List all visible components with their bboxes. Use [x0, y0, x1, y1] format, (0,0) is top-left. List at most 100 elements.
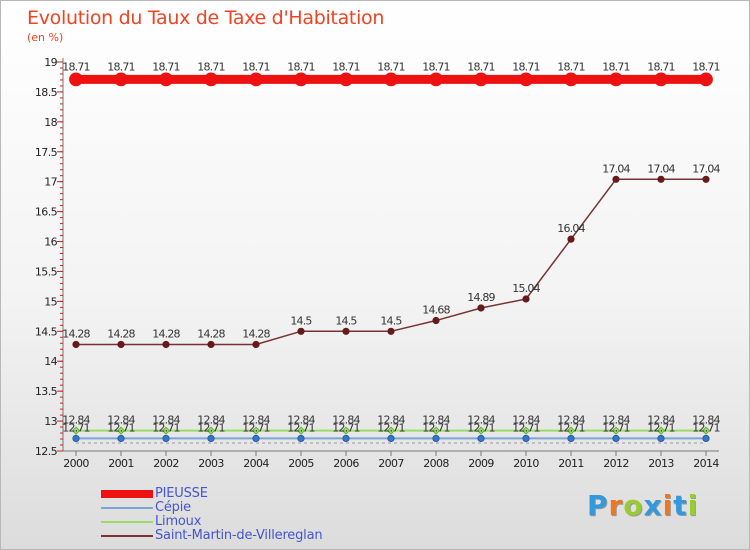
data-label: 14.5 [380, 314, 402, 327]
data-point [432, 434, 440, 443]
x-tick-label: 2013 [648, 457, 674, 470]
data-point [341, 426, 351, 435]
logo-letter: t [673, 489, 688, 522]
data-point [567, 434, 575, 443]
data-point [207, 434, 215, 443]
data-point [207, 340, 215, 349]
data-label: 18.71 [557, 60, 585, 73]
data-point [386, 426, 396, 435]
legend-label: Limoux [155, 514, 202, 529]
data-point [657, 175, 665, 183]
data-point [206, 426, 216, 435]
data-point [251, 426, 261, 435]
data-label: 14.5 [290, 314, 312, 327]
data-label: 14.28 [152, 327, 180, 340]
data-label: 12.84 [197, 414, 225, 427]
data-label: 14.89 [467, 291, 495, 304]
data-point [297, 327, 305, 335]
data-point [702, 434, 710, 443]
x-tick-label: 2003 [198, 457, 224, 470]
data-label: 18.71 [62, 60, 90, 73]
data-label: 12.71 [287, 421, 315, 434]
data-label: 12.71 [377, 421, 405, 434]
y-axis-ticks: 12.5 13 13.5 14 14.5 15 15.5 16 16.5 17 17.5 18 18.5… [35, 56, 63, 458]
data-label: 18.71 [512, 60, 540, 73]
data-point [612, 434, 620, 443]
data-point [117, 340, 125, 349]
data-point [342, 327, 350, 335]
legend-swatch [101, 490, 153, 498]
data-point [474, 72, 488, 87]
data-point [702, 175, 710, 183]
data-label: 18.71 [242, 60, 270, 73]
data-label: 12.71 [422, 421, 450, 434]
x-tick-label: 2010 [513, 457, 539, 470]
x-tick-label: 2009 [468, 457, 494, 470]
legend-swatch [101, 507, 153, 509]
data-point [612, 175, 620, 183]
data-label: 14.28 [62, 327, 90, 340]
chart-axes [62, 58, 719, 452]
data-label: 12.84 [602, 414, 630, 427]
x-tick-label: 2002 [153, 457, 179, 470]
y-tick-label: 14 [44, 355, 57, 368]
data-point [519, 72, 533, 87]
x-axis-ticks: 2000 2001 2002 2003 2004 2005 2006 2007 2008 2009… [63, 451, 720, 470]
data-label: 12.71 [467, 421, 495, 434]
data-point [609, 72, 623, 87]
data-label: 18.71 [647, 60, 675, 73]
legend-label: Cépie [155, 500, 191, 515]
data-point [567, 235, 575, 243]
data-point [162, 340, 170, 349]
legend-label: Saint-Martin-de-Villereglan [155, 528, 323, 543]
data-point [339, 72, 353, 87]
data-label: 18.71 [332, 60, 360, 73]
data-label: 12.71 [197, 421, 225, 434]
data-point [384, 72, 398, 87]
data-label: 12.84 [512, 414, 540, 427]
series-lines [69, 72, 713, 443]
data-point [611, 426, 621, 435]
y-tick-label: 15 [44, 295, 57, 308]
data-label: 12.84 [377, 414, 405, 427]
x-tick-label: 2005 [288, 457, 314, 470]
data-point [522, 295, 530, 303]
x-tick-label: 2014 [693, 457, 719, 470]
y-tick-label: 13.5 [35, 385, 58, 398]
data-label: 18.71 [467, 60, 495, 73]
y-tick-label: 14.5 [35, 325, 58, 338]
data-point [72, 340, 80, 349]
data-label: 12.84 [287, 414, 315, 427]
data-label: 12.71 [152, 421, 180, 434]
data-label: 18.71 [197, 60, 225, 73]
y-tick-label: 17 [44, 176, 57, 189]
data-label: 18.71 [602, 60, 630, 73]
y-tick-label: 13 [44, 415, 57, 428]
data-point [387, 327, 395, 335]
y-tick-label: 18 [44, 116, 57, 129]
data-point [114, 72, 128, 87]
data-label: 12.84 [332, 414, 360, 427]
data-label: 18.71 [692, 60, 720, 73]
data-point [252, 434, 260, 443]
data-label: 17.04 [647, 162, 675, 175]
data-point [477, 434, 485, 443]
data-point [72, 434, 80, 443]
x-tick-label: 2004 [243, 457, 269, 470]
data-point [521, 426, 531, 435]
data-label: 17.04 [602, 162, 630, 175]
y-tick-label: 19 [44, 56, 57, 69]
data-label: 18.71 [422, 60, 450, 73]
data-label: 12.84 [152, 414, 180, 427]
data-label: 12.71 [242, 421, 270, 434]
x-tick-label: 2007 [378, 457, 404, 470]
data-label: 12.84 [557, 414, 585, 427]
data-point [204, 72, 218, 87]
x-tick-label: 2001 [108, 457, 134, 470]
data-point [656, 426, 666, 435]
data-label: 12.84 [647, 414, 675, 427]
data-point [161, 426, 171, 435]
y-tick-label: 17.5 [35, 146, 58, 159]
logo-letter: o [623, 489, 644, 522]
chart-title: Evolution du Taux de Taxe d'Habitation [27, 7, 385, 29]
